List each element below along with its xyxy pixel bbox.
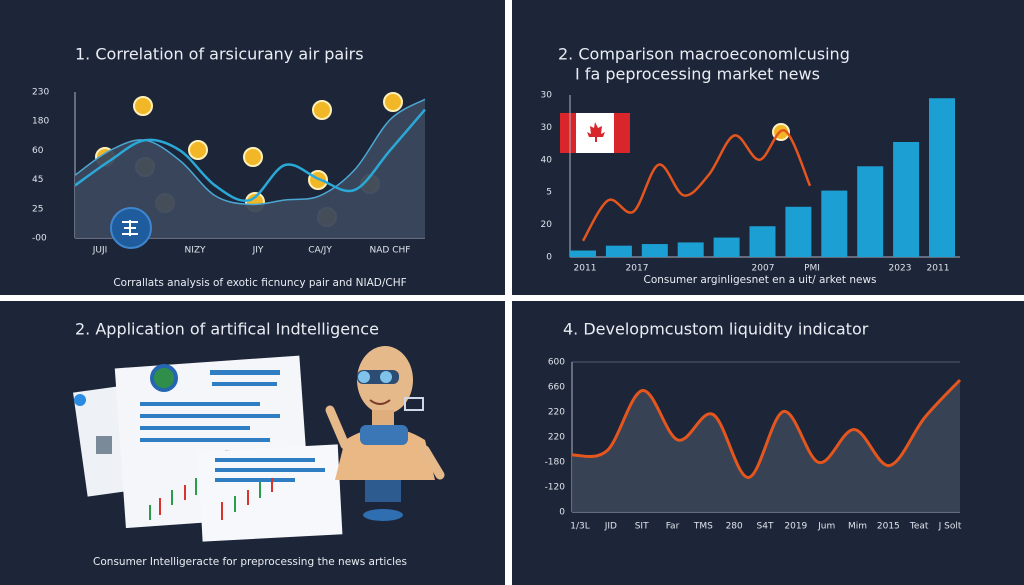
bar [821,190,848,257]
line [581,129,812,242]
bar [929,98,955,258]
area [75,99,425,238]
x-tick-label: 2011 [574,264,597,274]
bar [785,206,812,257]
y-tick-label: 0 [546,253,552,263]
chart-caption: Corrallats analysis of exotic ficnuncy p… [113,277,406,289]
y-tick-label: -180 [545,458,566,468]
bar [641,244,668,257]
y-tick-label: 660 [548,383,565,393]
x-tick-label: 2017 [626,264,649,274]
x-tick-label: 2011 [927,264,950,274]
bar [677,242,704,257]
x-tick-label: Far [666,522,680,532]
flag [560,113,630,153]
y-tick-label: 600 [548,358,565,368]
x-tick-label: PMI [804,264,820,274]
y-tick-label: -120 [545,483,566,493]
y-tick-label: 30 [541,91,553,101]
x-tick-label: TMS [693,522,713,532]
x-tick-label: 2015 [877,522,900,532]
x-tick-label: Teat [909,522,929,532]
chart-title: 1. Correlation of arsicurany air pairs [75,45,364,64]
x-tick-label: JIY [252,246,264,256]
y-tick-label: 220 [548,408,565,418]
y-tick-label: 40 [541,155,553,165]
y-tick-label: 60 [32,146,44,156]
y-tick-label: 5 [546,188,552,198]
x-tick-label: S4T [757,522,774,532]
x-tick-label: 2023 [889,264,912,274]
chart-title: 4. Developmcustom liquidity indicator [563,320,869,339]
x-tick-label: CA/JY [308,246,332,256]
x-tick-label: J Solt [938,522,962,532]
y-tick-label: 220 [548,433,565,443]
x-tick-label: NAD CHF [370,246,411,256]
bar [570,250,596,257]
y-tick-label: 25 [32,204,43,214]
y-tick-label: 0 [559,508,565,518]
line [571,378,962,480]
illustration [73,346,445,542]
bar [857,166,884,257]
y-tick-label: 180 [32,117,49,127]
x-tick-label: JUJI [92,246,108,256]
panel-caption: Consumer Intelligeracte for preprocessin… [93,556,407,568]
coin [312,100,332,120]
y-tick-label: 45 [32,175,43,185]
chart-caption: Consumer arginligesnet en a uit/ arket n… [643,274,876,286]
y-tick-label: 230 [32,88,49,98]
x-tick-label: 2007 [752,264,775,274]
coin [133,96,153,116]
y-tick-label: 30 [541,123,553,133]
x-tick-label: 280 [726,522,743,532]
x-tick-label: Mim [848,522,867,532]
y-tick-label: -00 [32,234,47,244]
bar [893,141,920,257]
chart-title: 2. Comparison macroeconomlcusing [558,45,850,64]
x-tick-label: 2019 [784,522,807,532]
coin [243,147,263,167]
bar [749,226,776,257]
bar [605,245,632,257]
line [74,98,426,206]
panel-title: 2. Application of artifical Indtelligenc… [75,320,379,339]
x-tick-label: 1/3L [570,522,590,532]
line [74,108,426,202]
coin [188,140,208,160]
icon-glyph [122,220,138,236]
x-tick-label: NIZY [184,246,206,256]
bar [713,237,740,257]
x-tick-label: SIT [635,522,649,532]
y-tick-label: 20 [541,220,553,230]
x-tick-label: JID [604,522,617,532]
x-tick-label: Jum [817,522,835,532]
chart-subtitle: I fa peprocessing market news [575,65,820,84]
coin [383,92,403,112]
